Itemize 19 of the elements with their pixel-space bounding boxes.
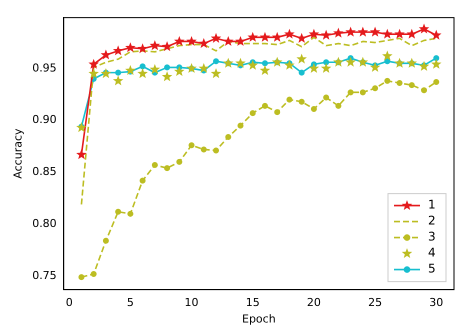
y-tick-label: 0.80: [32, 217, 57, 230]
y-axis-title: Accuracy: [11, 128, 24, 179]
legend-label: 2: [428, 214, 436, 228]
y-tick-label: 0.75: [32, 268, 57, 282]
x-tick-label: 25: [368, 296, 382, 310]
x-tick-label: 20: [306, 296, 321, 310]
x-tick-label: 30: [429, 296, 444, 310]
y-tick-label: 0.85: [32, 165, 57, 178]
y-tick-label: 0.95: [32, 61, 57, 74]
legend-label: 5: [428, 262, 436, 276]
x-tick-label: 5: [126, 296, 134, 310]
x-tick-label: 15: [246, 296, 260, 310]
legend-label: 3: [428, 230, 436, 244]
legend-label: 1: [428, 198, 436, 212]
legend-label: 4: [428, 246, 436, 260]
x-axis-title: Epoch: [242, 312, 276, 326]
y-tick-label: 0.90: [32, 113, 57, 126]
x-tick-label: 10: [184, 296, 199, 310]
x-tick-label: 0: [66, 296, 73, 310]
